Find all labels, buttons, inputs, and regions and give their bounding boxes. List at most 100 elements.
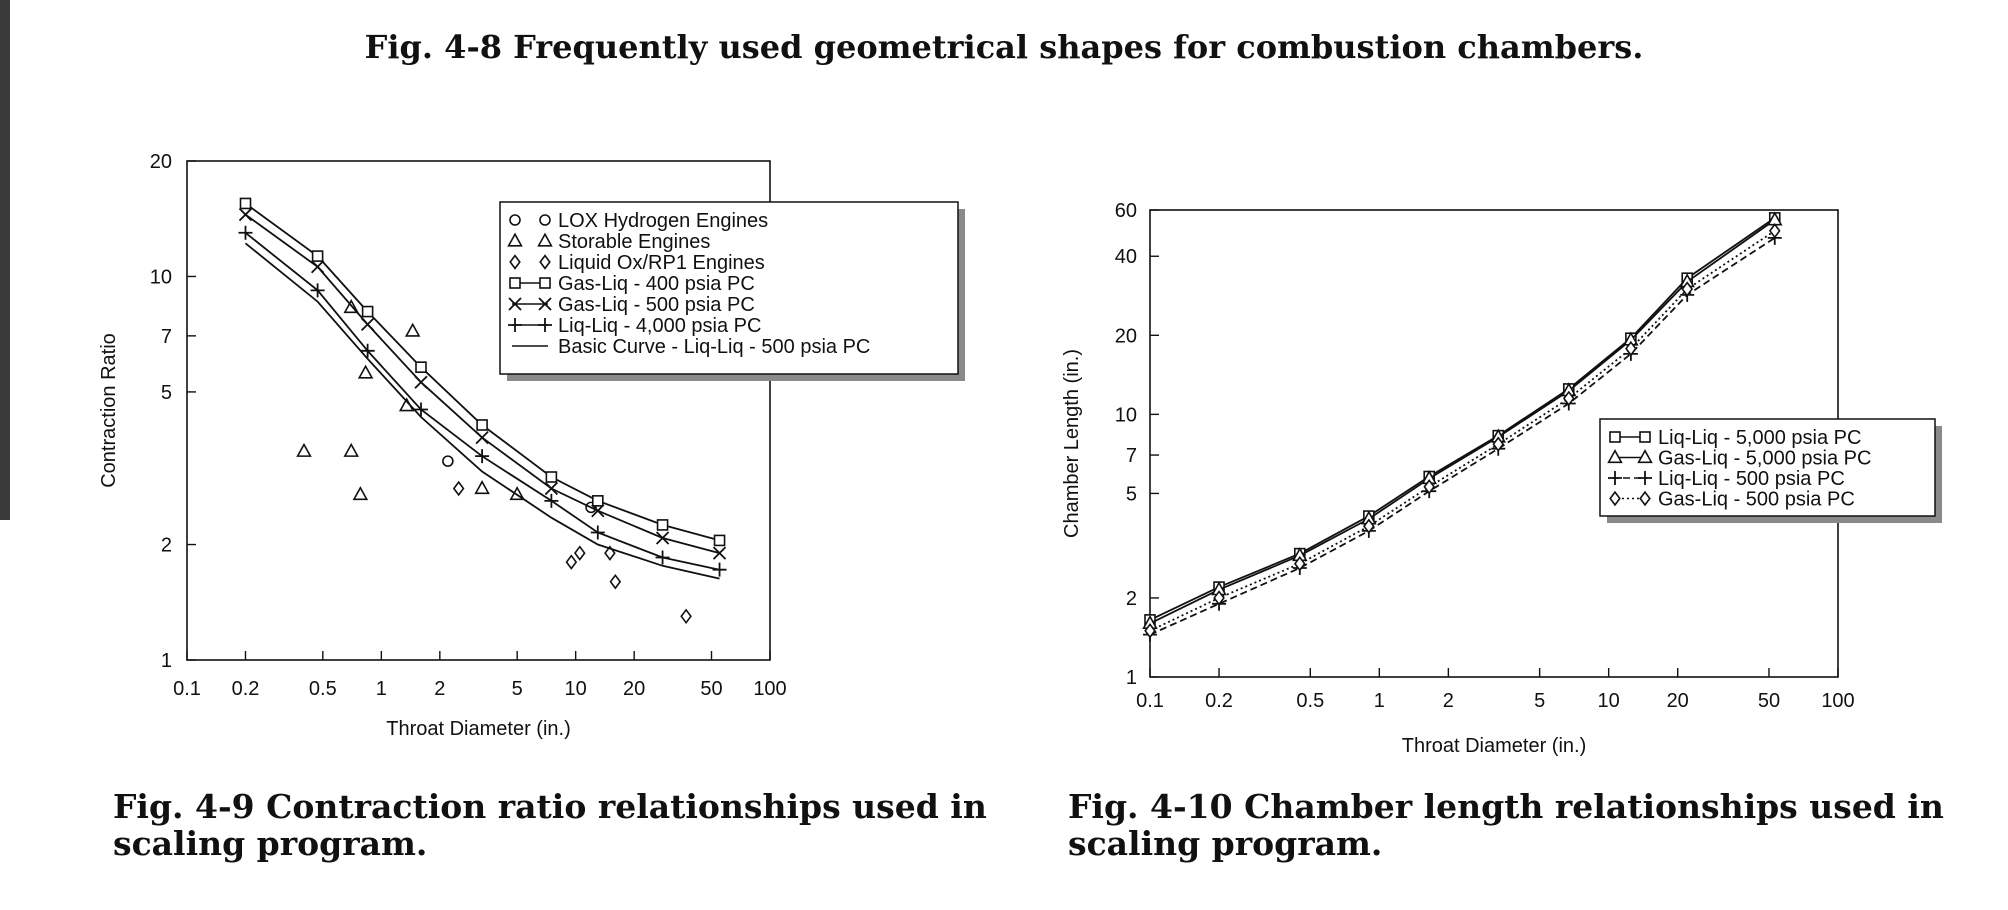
y-tick-label: 1	[1126, 667, 1137, 689]
data-point	[296, 442, 312, 457]
legend-marker	[508, 318, 522, 332]
data-point	[712, 562, 727, 577]
y-axis-title: Chamber Length (in.)	[1061, 349, 1083, 538]
legend-label: Gas-Liq - 5,000 psia PC	[1658, 448, 1871, 470]
y-tick-label: 20	[1115, 325, 1137, 347]
legend-marker	[508, 297, 522, 311]
series-basic-curve-liq-liq-500-psia-pc	[244, 242, 720, 580]
plot-frame	[186, 160, 771, 661]
data-point	[592, 495, 604, 507]
data-point	[1423, 479, 1436, 495]
data-point	[1562, 390, 1575, 407]
legend-marker	[1609, 490, 1621, 507]
y-tick-label: 1	[161, 650, 172, 672]
legend-label: Liquid Ox/RP1 Engines	[558, 252, 765, 274]
legend-marker	[1638, 471, 1652, 485]
x-tick-label: 20	[1667, 690, 1689, 712]
data-point	[310, 260, 325, 274]
legend-marker	[538, 318, 552, 332]
x-axis-title: Throat Diameter (in.)	[386, 718, 571, 740]
legend-marker	[1637, 449, 1653, 464]
legend-marker	[1639, 490, 1651, 507]
figure-4-8-caption: Fig. 4-8 Frequently used geometrical sha…	[364, 28, 1644, 66]
legend-marker	[538, 297, 552, 311]
x-tick-label: 0.5	[1296, 690, 1324, 712]
x-tick-label: 10	[565, 678, 587, 700]
legend-key	[509, 214, 551, 226]
y-tick-label: 2	[161, 535, 172, 557]
x-tick-label: 20	[623, 678, 645, 700]
y-tick-label: 10	[150, 266, 172, 288]
data-point	[1625, 340, 1637, 357]
legend-key	[508, 318, 552, 332]
data-point	[1363, 518, 1375, 534]
data-point	[414, 375, 428, 389]
x-tick-label: 100	[753, 678, 786, 700]
data-point	[712, 546, 727, 560]
screen-edge-bar	[0, 0, 10, 520]
legend-label: Liq-Liq - 4,000 psia PC	[558, 315, 761, 337]
data-point	[475, 449, 490, 464]
x-tick-label: 5	[512, 678, 523, 700]
data-point	[655, 531, 670, 545]
data-point	[352, 486, 369, 501]
legend-key	[1607, 449, 1653, 464]
series-line	[1149, 237, 1776, 636]
legend-marker	[539, 277, 551, 289]
y-tick-label: 40	[1115, 246, 1137, 268]
legend-marker	[507, 232, 523, 247]
data-point	[475, 430, 489, 445]
y-axis-title: Contraction Ratio	[98, 333, 120, 488]
legend-label: Gas-Liq - 400 psia PC	[558, 273, 755, 295]
legend-label: Basic Curve - Liq-Liq - 500 psia PC	[558, 336, 870, 358]
y-tick-label: 5	[1126, 483, 1137, 505]
y-tick-label: 7	[1126, 445, 1137, 467]
data-point	[609, 573, 622, 590]
data-point	[590, 525, 605, 540]
legend-key	[1608, 471, 1652, 485]
series-gas-liq-400-psia-pc	[239, 197, 726, 547]
data-point	[1144, 623, 1156, 639]
data-point	[656, 519, 669, 531]
legend-marker	[539, 214, 551, 226]
series-liquid-ox-rp1-engines	[452, 480, 692, 625]
legend-marker	[537, 232, 553, 247]
legend-marker	[1639, 431, 1651, 443]
data-point	[544, 481, 559, 496]
chart-1: 0.1 0.2 0.5 1 2 5 10 20 50 100 1 2 5 7 10 20 Throat Diam…	[98, 151, 965, 740]
legend-key	[507, 232, 553, 247]
data-point	[311, 250, 324, 262]
series-line	[1149, 217, 1776, 621]
data-point	[1768, 223, 1781, 239]
legend-label: Liq-Liq - 5,000 psia PC	[1658, 427, 1861, 449]
y-tick-label: 5	[161, 382, 172, 404]
legend-label: Liq-Liq - 500 psia PC	[1658, 468, 1845, 490]
x-tick-label: 10	[1598, 690, 1620, 712]
data-point	[476, 419, 488, 431]
x-tick-label: 0.2	[1205, 690, 1233, 712]
series-line	[244, 242, 720, 580]
data-point	[1681, 281, 1693, 297]
data-point	[604, 545, 616, 561]
legend-label: Gas-Liq - 500 psia PC	[1658, 489, 1855, 511]
data-point	[565, 554, 578, 570]
y-tick-label: 60	[1115, 200, 1137, 222]
data-point	[1294, 555, 1306, 572]
legend-marker	[539, 254, 551, 270]
data-point	[1492, 436, 1505, 452]
data-point	[360, 343, 375, 358]
data-point	[343, 442, 359, 457]
data-point	[474, 480, 490, 495]
data-point	[680, 608, 692, 625]
legend-key	[508, 297, 552, 311]
data-point	[442, 455, 454, 467]
legend-marker	[509, 254, 521, 270]
legend-box	[1599, 418, 1936, 517]
legend-label: Gas-Liq - 500 psia PC	[558, 294, 755, 316]
legend-key	[1609, 431, 1651, 443]
series-gas-liq-500-psia-pc	[1144, 223, 1781, 639]
data-point	[239, 197, 252, 210]
series-liq-liq-4-000-psia-pc	[238, 225, 727, 577]
legend-marker	[509, 277, 521, 289]
data-point	[357, 364, 374, 379]
